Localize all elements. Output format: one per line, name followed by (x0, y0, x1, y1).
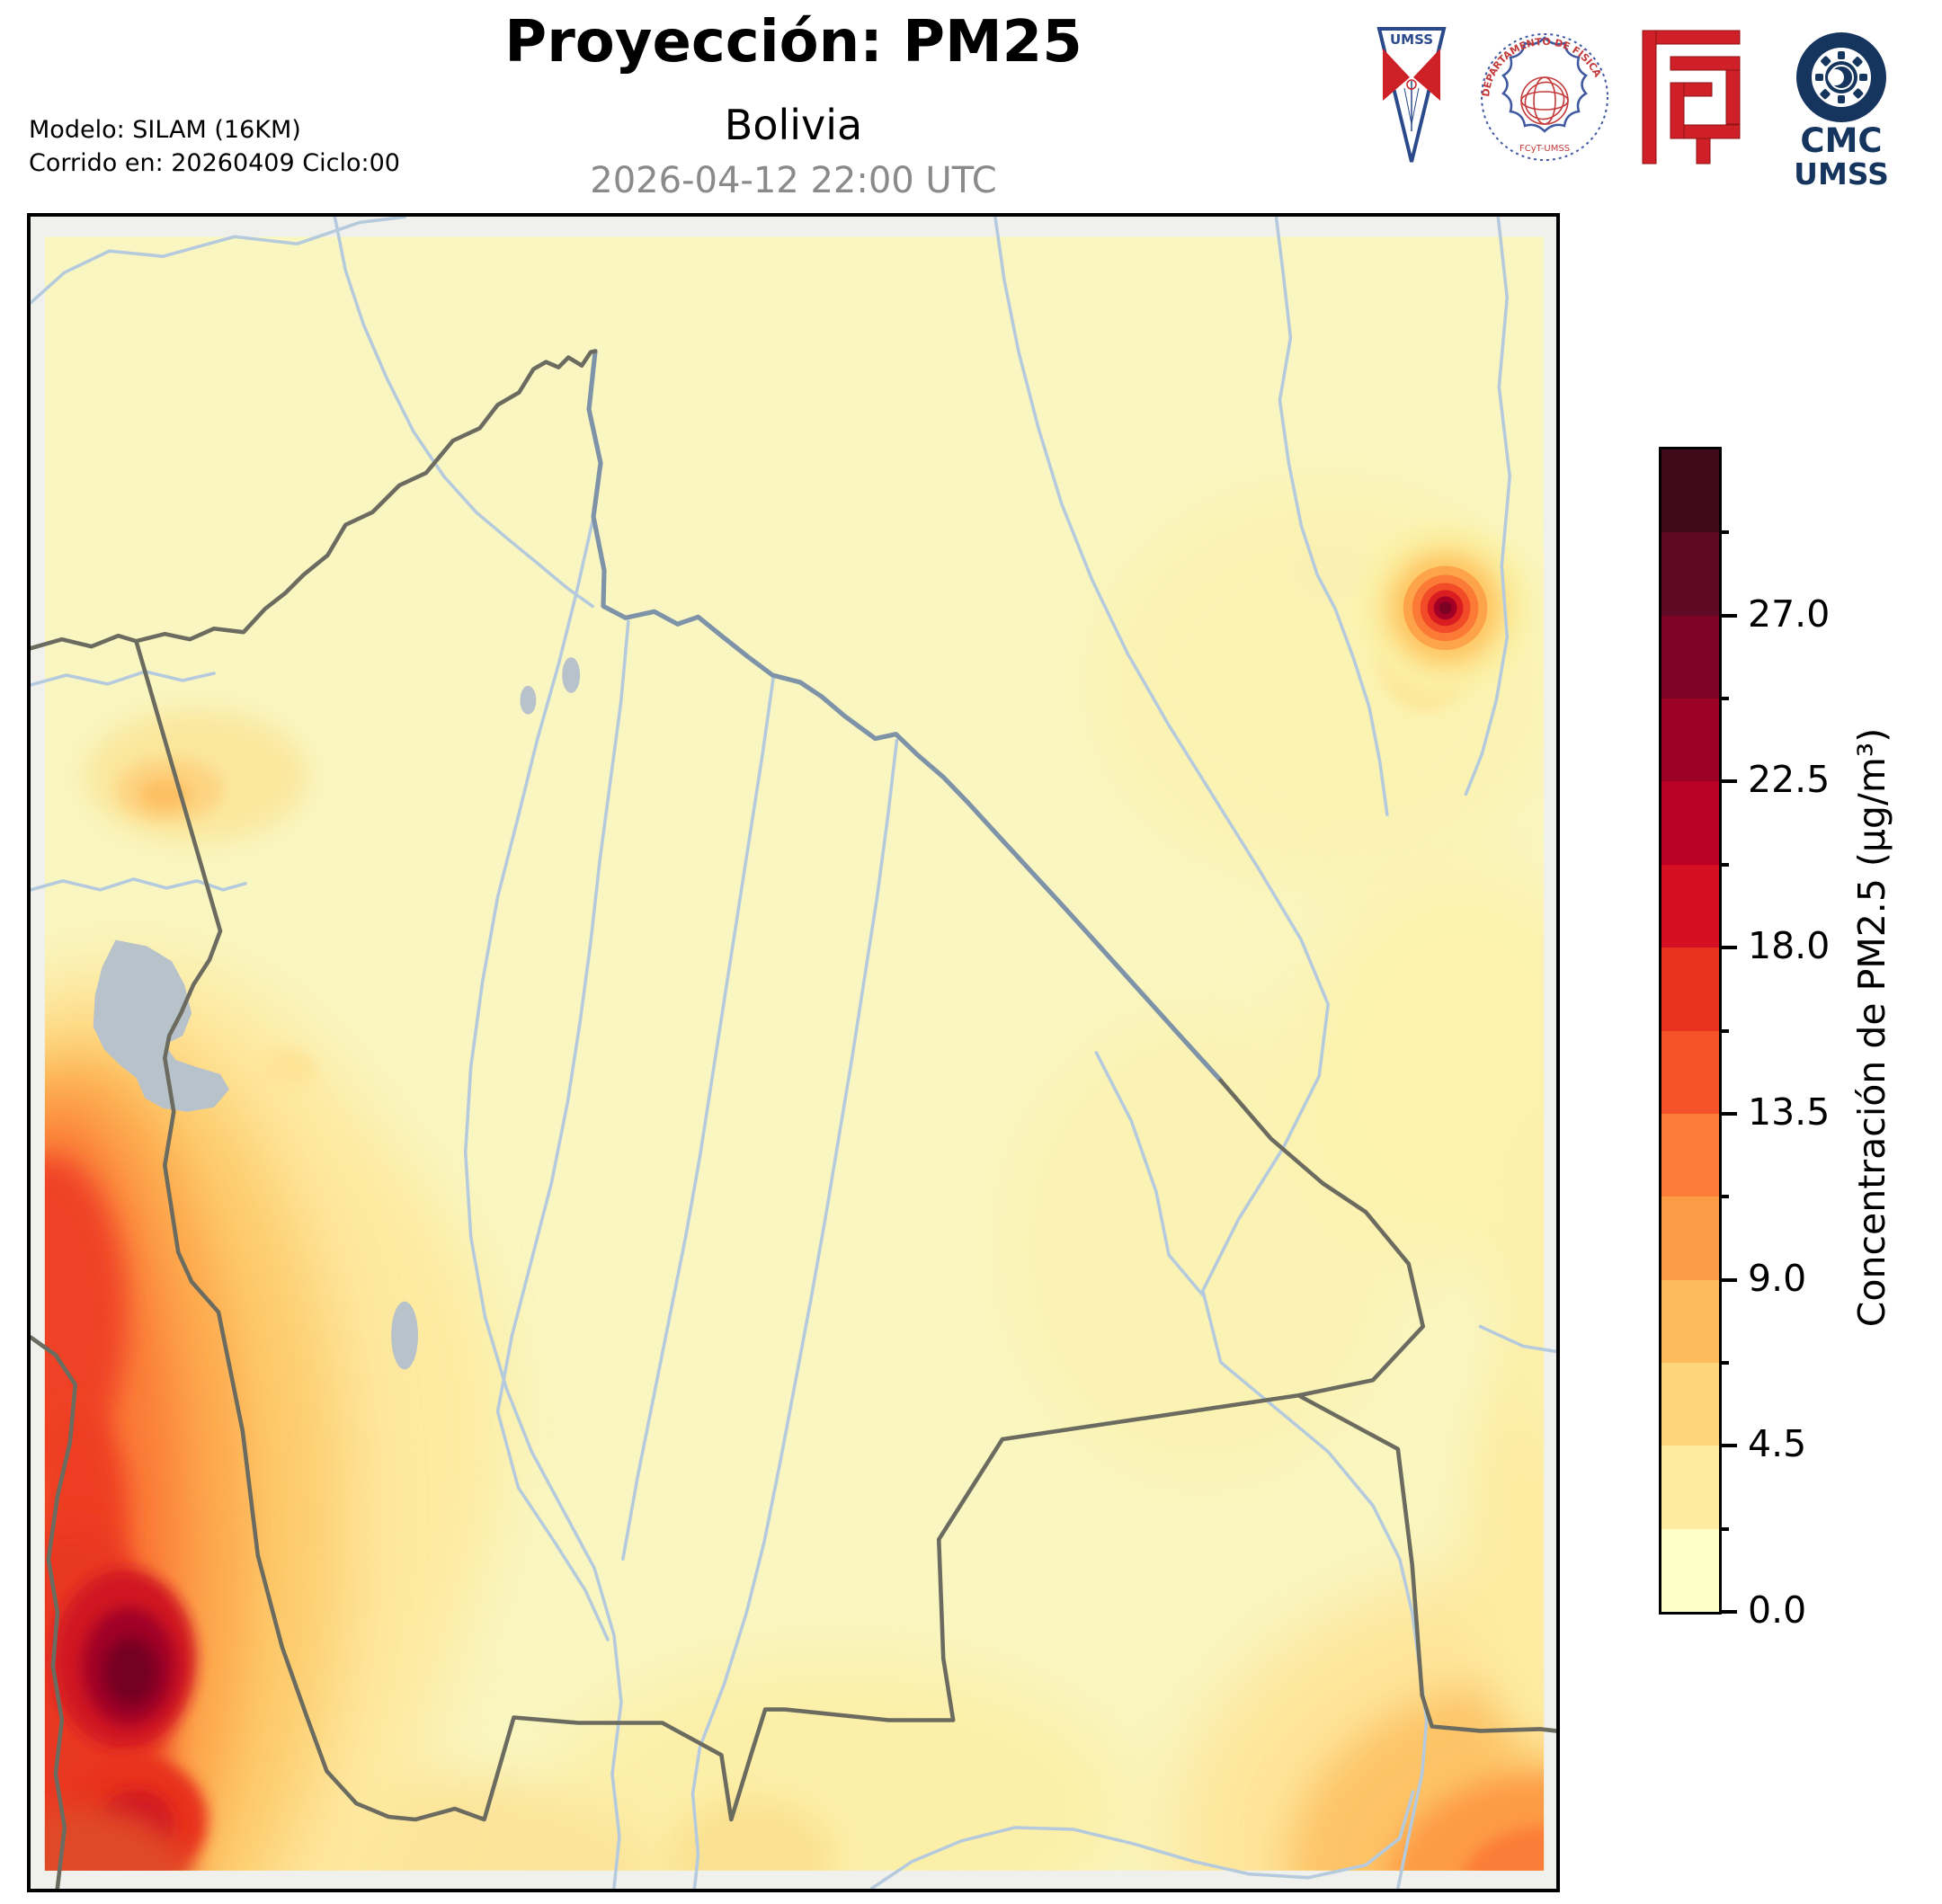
colorbar-segment (1661, 1197, 1719, 1280)
lake-poopo (391, 1301, 418, 1370)
colorbar-segment (1661, 449, 1719, 533)
lakes (93, 657, 581, 1370)
physics-department-seal-icon: DEPARTAMENTO DE FÍSICA FCyT-UMSS (1480, 33, 1609, 161)
page-subtitle: Bolivia (724, 101, 863, 149)
colorbar-segment (1661, 781, 1719, 865)
colorbar-tick-label: 27.0 (1748, 592, 1831, 636)
colorbar-label: Concentración de PM2.5 (µg/m³) (1850, 727, 1893, 1328)
colorbar-tick-label: 4.5 (1748, 1422, 1807, 1466)
colorbar-segment (1661, 1030, 1719, 1114)
svg-text:CMC: CMC (1800, 121, 1882, 160)
colorbar-segment (1661, 1113, 1719, 1197)
fcyt-logo-icon (1642, 30, 1741, 165)
colorbar-segment (1661, 615, 1719, 699)
colorbar-tick-label: 9.0 (1748, 1256, 1807, 1300)
model-info: Modelo: SILAM (16KM) Corrido en: 2026040… (29, 113, 400, 180)
colorbar-tick-label: 0.0 (1748, 1588, 1807, 1632)
colorbar-ticks: 0.0 4.5 9.0 13.5 18.0 22.5 27.0 (1719, 449, 1831, 1632)
colorbar-segment (1661, 532, 1719, 616)
colorbar-segment (1661, 948, 1719, 1031)
map-frame (27, 213, 1560, 1892)
model-run-line: Corrido en: 20260409 Ciclo:00 (29, 149, 400, 177)
main-border-river (586, 349, 1224, 1083)
colorbar-tick-label: 13.5 (1748, 1090, 1831, 1134)
colorbar-segment (1661, 1446, 1719, 1529)
country-borders (31, 349, 1556, 1889)
colorbar-segment (1661, 698, 1719, 782)
cmc-umss-logo-icon: CMC UMSS (1794, 32, 1889, 191)
page-title: Proyección: PM25 (504, 9, 1082, 76)
colorbar-segment (1661, 1279, 1719, 1363)
colorbar-segment (1661, 1362, 1719, 1446)
umss-pennant-icon: UMSS (1376, 27, 1447, 163)
colorbar (1659, 447, 1722, 1615)
lake-titicaca (93, 939, 229, 1112)
model-name-line: Modelo: SILAM (16KM) (29, 116, 301, 144)
southeast-pm25-gradient (1171, 1097, 1545, 1871)
valid-time: 2026-04-12 22:00 UTC (590, 160, 997, 201)
pm25-concentration-field (44, 236, 1545, 1871)
svg-text:UMSS: UMSS (1794, 156, 1889, 191)
map-canvas (31, 217, 1556, 1889)
pm25-hotspot-northeast (1289, 522, 1531, 712)
colorbar-segment (1661, 864, 1719, 948)
colorbar-gradient (1661, 449, 1719, 1613)
svg-text:FCyT-UMSS: FCyT-UMSS (1519, 144, 1570, 154)
colorbar-segment (1661, 1528, 1719, 1613)
logo-strip: UMSS DEPARTAMENTO DE FÍSICA FCyT-UMSS (1374, 25, 1913, 191)
andes-pm25-band (44, 959, 469, 1871)
colorbar-tick-label: 22.5 (1748, 758, 1831, 802)
svg-text:UMSS: UMSS (1390, 31, 1433, 48)
colorbar-tick-label: 18.0 (1748, 924, 1831, 968)
